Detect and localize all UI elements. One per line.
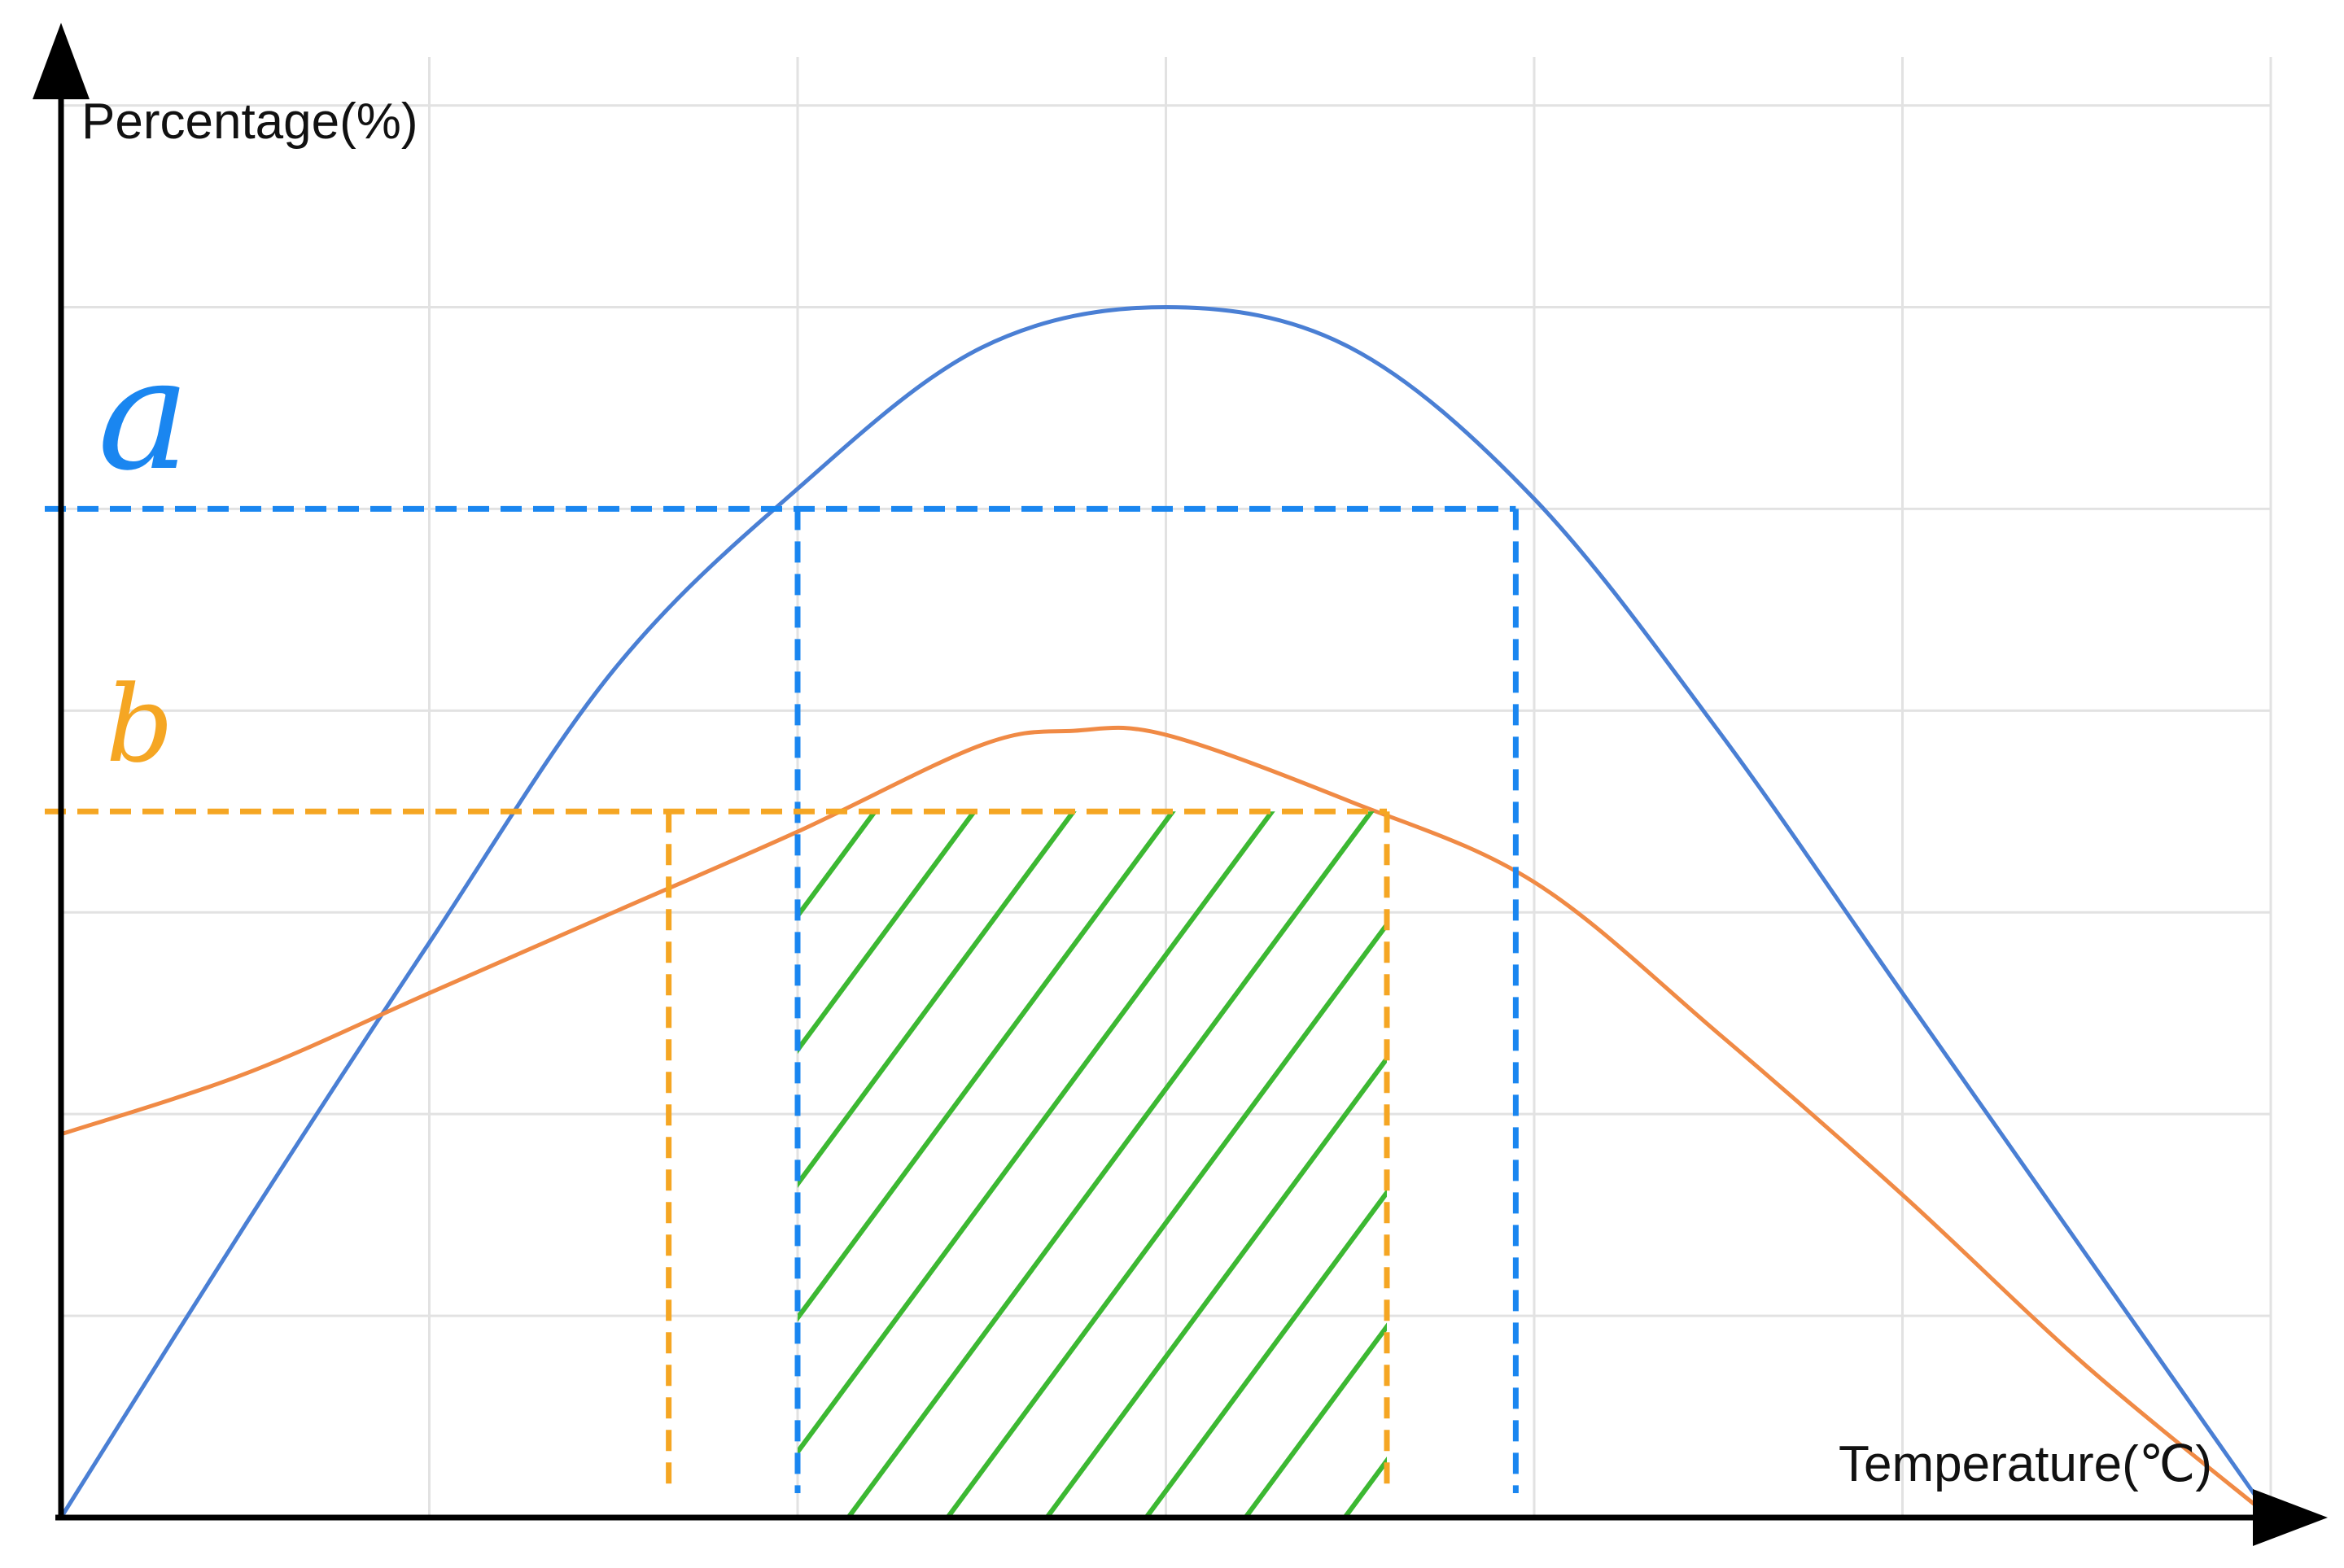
hatch-line — [1922, 787, 2344, 1542]
hatch-line — [0, 787, 198, 1542]
x-axis-label: Temperature(℃) — [1839, 1436, 2212, 1492]
reference-label-a: a — [98, 325, 190, 504]
hatch-line — [135, 787, 694, 1542]
hatch-line — [0, 787, 297, 1542]
y-axis-arrow — [33, 23, 90, 99]
hatch-line — [798, 811, 977, 1055]
hatch-line — [798, 811, 1077, 1188]
hatch-line — [845, 811, 1375, 1518]
hatch-line — [1525, 787, 2084, 1542]
labels: Percentage(%) Temperature(℃) a b — [81, 94, 2212, 1492]
curve-b-orange — [59, 725, 2273, 1520]
hatch-line — [944, 920, 1387, 1518]
hatch-line — [1143, 1188, 1387, 1518]
hatch-line — [1242, 1322, 1387, 1518]
hatch-line — [2022, 787, 2344, 1542]
hatch-line — [1625, 787, 2184, 1542]
hatch-line — [1724, 787, 2283, 1542]
hatch-line — [2121, 787, 2344, 1542]
reference-lines — [45, 505, 1519, 1493]
hatch-line — [798, 811, 1275, 1457]
hatch-line — [1341, 1457, 1387, 1518]
hatch-line — [234, 787, 794, 1542]
hatched-region — [0, 787, 2344, 1542]
hatch-line — [0, 787, 496, 1542]
curve-a-blue — [59, 304, 2273, 1520]
hatch-line — [36, 787, 595, 1542]
reference-label-b: b — [106, 662, 173, 786]
hatch-line — [798, 811, 1176, 1322]
curves — [59, 304, 2273, 1520]
axes — [33, 23, 2328, 1546]
hatch-line — [1043, 1054, 1387, 1518]
x-axis-arrow — [2253, 1489, 2328, 1546]
y-axis-label: Percentage(%) — [81, 94, 418, 150]
gridlines — [59, 57, 2272, 1519]
